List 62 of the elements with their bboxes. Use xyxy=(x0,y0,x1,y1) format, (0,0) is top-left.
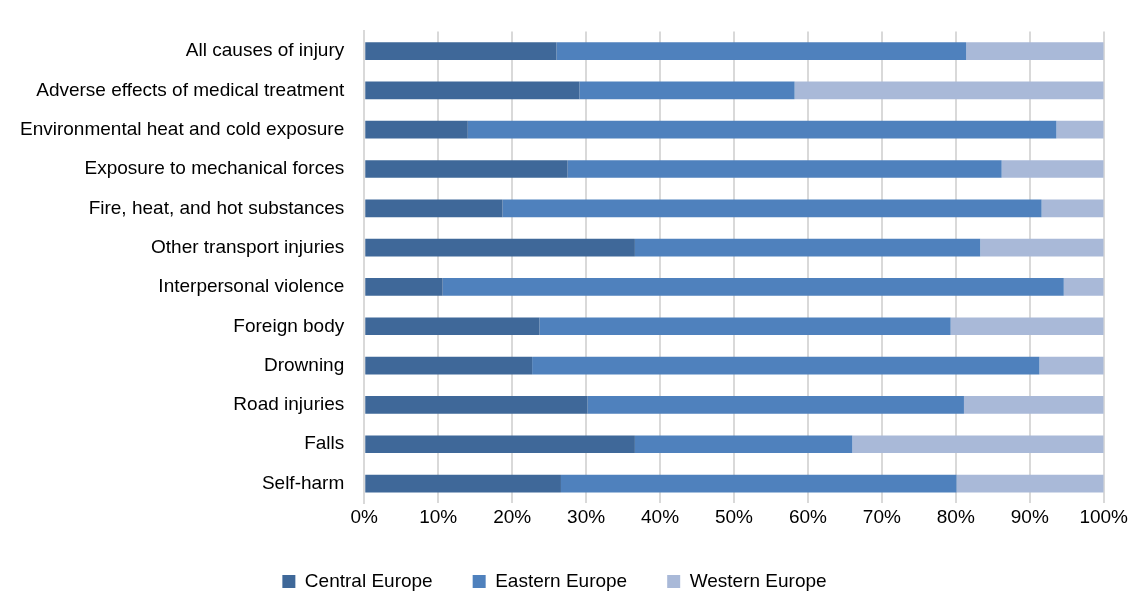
bar xyxy=(502,199,1042,218)
bar xyxy=(587,396,964,414)
y-tick-label: Adverse effects of medical treatment xyxy=(36,78,345,100)
bar xyxy=(442,278,1064,296)
bar xyxy=(963,396,1104,414)
y-tick-label: All causes of injury xyxy=(185,39,345,61)
y-tick-label: Fire, heat, and hot substances xyxy=(88,196,345,218)
y-tick-label: Interpersonal violence xyxy=(158,275,345,297)
bar xyxy=(560,474,957,493)
y-tick-label: Exposure to mechanical forces xyxy=(84,157,345,179)
bar xyxy=(365,199,503,218)
x-tick-label: 0% xyxy=(350,505,379,527)
bar xyxy=(634,238,981,257)
y-tick-label: Foreign body xyxy=(233,314,345,336)
bar xyxy=(634,435,853,454)
bar xyxy=(365,474,561,493)
bar xyxy=(365,356,533,375)
bar xyxy=(365,396,588,414)
bar xyxy=(365,238,635,257)
bar xyxy=(980,238,1104,257)
y-tick-label: Road injuries xyxy=(233,393,345,415)
bar xyxy=(794,81,1104,100)
x-tick-label: 30% xyxy=(567,505,606,527)
bar xyxy=(1039,356,1104,375)
bar xyxy=(950,317,1104,336)
bar xyxy=(365,120,468,139)
x-tick-label: 80% xyxy=(936,505,975,527)
x-tick-label: 90% xyxy=(1010,505,1049,527)
bar xyxy=(966,42,1104,60)
bar xyxy=(1063,278,1104,296)
x-tick-label: 10% xyxy=(419,505,458,527)
bar xyxy=(365,278,443,296)
bar xyxy=(579,81,795,100)
y-tick-label: Environmental heat and cold exposure xyxy=(20,117,345,139)
bar xyxy=(1056,120,1104,139)
bar xyxy=(852,435,1104,454)
bar xyxy=(956,474,1104,493)
legend-label: Central Europe xyxy=(304,569,433,591)
x-tick-label: 50% xyxy=(714,505,754,527)
y-tick-label: Drowning xyxy=(264,353,345,375)
x-tick-label: 70% xyxy=(862,505,901,527)
bar xyxy=(567,160,1002,178)
bar xyxy=(1041,199,1104,218)
bar xyxy=(1001,160,1104,178)
x-tick-label: 20% xyxy=(493,505,532,527)
x-tick-label: 40% xyxy=(641,505,680,527)
y-tick-label: Falls xyxy=(304,432,345,454)
bar xyxy=(365,42,557,60)
y-tick-label: Self-harm xyxy=(261,471,345,493)
bar xyxy=(556,42,967,60)
bar xyxy=(365,317,540,336)
bar xyxy=(365,435,635,454)
legend-label: Eastern Europe xyxy=(495,569,628,591)
bar xyxy=(539,317,951,336)
bar xyxy=(467,120,1057,139)
x-tick-label: 60% xyxy=(788,505,828,527)
bar xyxy=(365,81,580,100)
legend-label: Western Europe xyxy=(689,569,827,591)
bar xyxy=(365,160,568,178)
y-tick-label: Other transport injuries xyxy=(151,235,345,257)
x-tick-label: 100% xyxy=(1079,505,1129,527)
bar xyxy=(532,356,1040,375)
